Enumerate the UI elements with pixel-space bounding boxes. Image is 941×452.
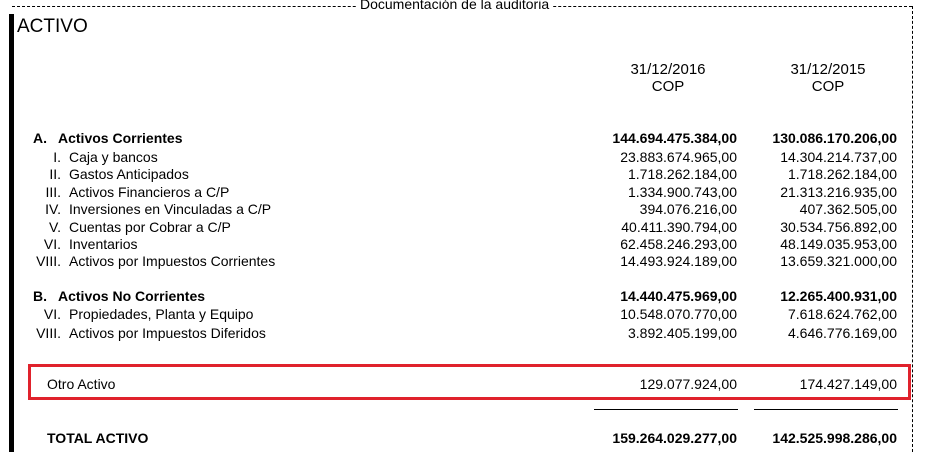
value-2015: 21.313.216.935,00 (780, 184, 897, 200)
value-2016: 14.493.924.189,00 (620, 253, 737, 269)
item-label: Gastos Anticipados (69, 166, 189, 182)
column-date: 31/12/2016 (630, 61, 706, 78)
frame-right-border (912, 6, 913, 452)
value-2016: 129.077.924,00 (639, 376, 737, 392)
column-header-2016: 31/12/2016 COP (583, 61, 753, 95)
value-2015: 30.534.756.892,00 (780, 219, 897, 235)
column-currency: COP (651, 78, 685, 95)
section-label: Activos Corrientes (58, 130, 183, 146)
line-item-row: VI. Propiedades, Planta y Equipo 10.548.… (0, 305, 941, 323)
section-code: A. (33, 130, 47, 146)
frame-caption: Documentación de la auditoria (356, 0, 554, 12)
value-2016: 10.548.070.770,00 (620, 306, 737, 322)
item-label: Activos por Impuestos Diferidos (69, 325, 266, 341)
item-number: VIII. (36, 325, 61, 341)
line-item-row: IV. Inversiones en Vinculadas a C/P 394.… (0, 200, 941, 218)
value-2016: 40.411.390.794,00 (621, 219, 737, 235)
item-label: Activos Financieros a C/P (69, 184, 230, 200)
value-2015: 14.304.214.737,00 (780, 149, 897, 165)
value-2015: 1.718.262.184,00 (788, 166, 897, 182)
line-item-row: VIII. Activos por Impuestos Diferidos 3.… (0, 324, 941, 342)
total-row: TOTAL ACTIVO 159.264.029.277,00 142.525.… (0, 429, 941, 447)
value-2015: 174.427.149,00 (799, 376, 897, 392)
total-rule-2015 (754, 409, 898, 410)
item-number: IV. (45, 201, 61, 217)
line-item-row: II. Gastos Anticipados 1.718.262.184,00 … (0, 165, 941, 183)
value-2015: 142.525.998.286,00 (772, 430, 897, 446)
item-number: II. (49, 166, 61, 182)
item-label: Inventarios (69, 236, 138, 252)
section-code: B. (33, 288, 47, 304)
value-2016: 144.694.475.384,00 (612, 130, 737, 146)
item-number: I. (53, 149, 61, 165)
line-item-row: I. Caja y bancos 23.883.674.965,00 14.30… (0, 148, 941, 166)
page-title: ACTIVO (17, 16, 88, 37)
line-item-row: VI. Inventarios 62.458.246.293,00 48.149… (0, 235, 941, 253)
value-2016: 3.892.405.199,00 (628, 325, 737, 341)
value-2016: 1.718.262.184,00 (628, 166, 737, 182)
value-2015: 7.618.624.762,00 (788, 306, 897, 322)
item-label: Inversiones en Vinculadas a C/P (69, 201, 272, 217)
item-number: VI. (43, 236, 61, 252)
item-number: VI. (43, 306, 61, 322)
section-row-noncurrent-assets: B. Activos No Corrientes 14.440.475.969,… (0, 287, 941, 305)
value-2015: 407.362.505,00 (799, 201, 897, 217)
section-label: Activos No Corrientes (58, 288, 206, 304)
value-2016: 62.458.246.293,00 (620, 236, 737, 252)
item-label: Activos por Impuestos Corrientes (69, 253, 276, 269)
line-item-row: V. Cuentas por Cobrar a C/P 40.411.390.7… (0, 218, 941, 236)
other-asset-label: Otro Activo (47, 376, 116, 392)
line-item-row: VIII. Activos por Impuestos Corrientes 1… (0, 252, 941, 270)
item-number: III. (45, 184, 61, 200)
value-2015: 130.086.170.206,00 (772, 130, 897, 146)
item-label: Propiedades, Planta y Equipo (69, 306, 254, 322)
value-2016: 23.883.674.965,00 (620, 149, 737, 165)
item-label: Caja y bancos (69, 149, 158, 165)
other-asset-row: Otro Activo 129.077.924,00 174.427.149,0… (0, 375, 941, 393)
left-margin-bar (9, 14, 14, 452)
value-2016: 159.264.029.277,00 (612, 430, 737, 446)
item-label: Cuentas por Cobrar a C/P (69, 219, 231, 235)
value-2016: 1.334.900.743,00 (628, 184, 737, 200)
item-number: V. (49, 219, 61, 235)
item-number: VIII. (36, 253, 61, 269)
column-date: 31/12/2015 (790, 61, 866, 78)
value-2015: 12.265.400.931,00 (780, 288, 897, 304)
value-2016: 14.440.475.969,00 (620, 288, 737, 304)
total-label: TOTAL ACTIVO (47, 430, 149, 446)
value-2015: 13.659.321.000,00 (780, 253, 897, 269)
highlight-box (28, 364, 911, 400)
value-2016: 394.076.216,00 (639, 201, 737, 217)
section-row-current-assets: A. Activos Corrientes 144.694.475.384,00… (0, 129, 941, 147)
total-rule-2016 (594, 409, 738, 410)
column-currency: COP (811, 78, 845, 95)
column-header-2015: 31/12/2015 COP (743, 61, 913, 95)
value-2015: 4.646.776.169,00 (788, 325, 897, 341)
value-2015: 48.149.035.953,00 (780, 236, 897, 252)
line-item-row: III. Activos Financieros a C/P 1.334.900… (0, 183, 941, 201)
